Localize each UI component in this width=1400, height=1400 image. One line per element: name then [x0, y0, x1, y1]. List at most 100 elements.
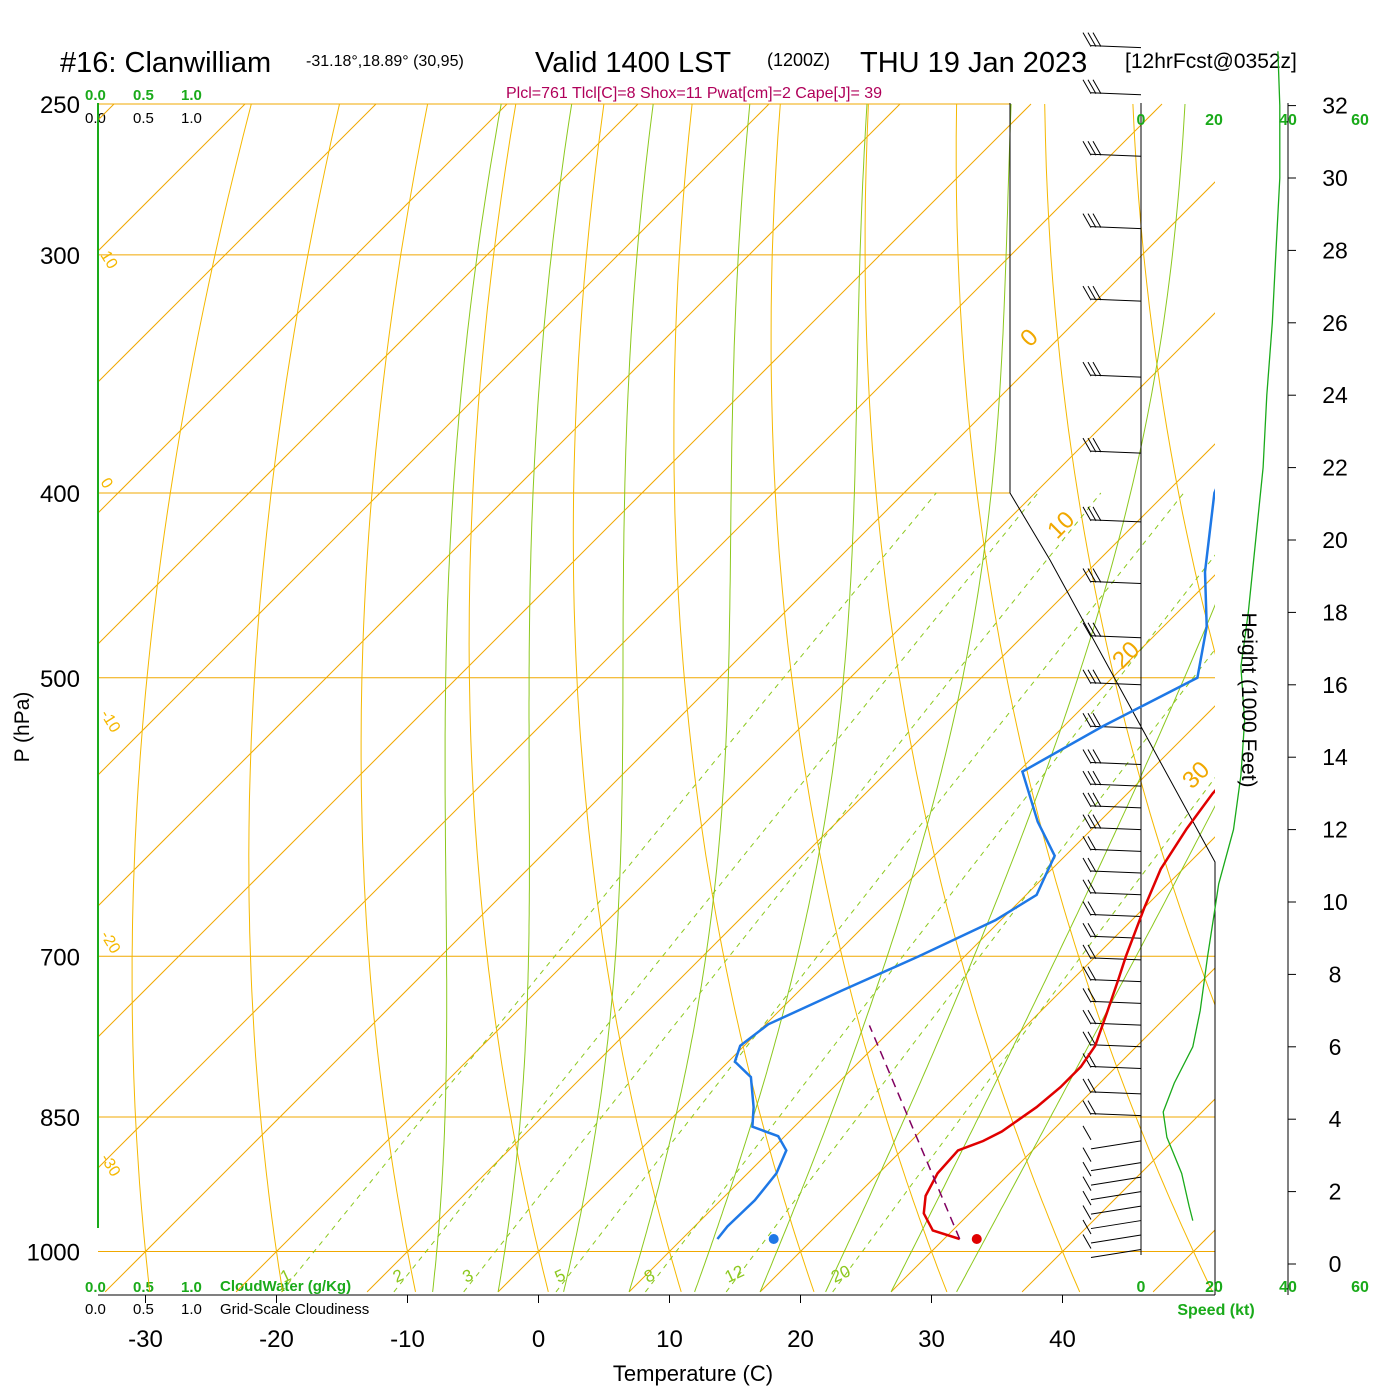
- mixing-ratio-label: 5: [552, 1265, 569, 1286]
- cloudwater-scale-bottom: 0.0 0.5 1.0 CloudWater (g/Kg): [85, 1278, 351, 1296]
- forecast-info: [12hrFcst@0352z]: [1125, 50, 1297, 73]
- cloudwater-tick: 0.0: [85, 87, 106, 104]
- height-tick-label: 30: [1322, 165, 1348, 191]
- wind-barb: [1090, 913, 1142, 917]
- dry-adiabat-line: [1132, 103, 1215, 655]
- station-coords: -31.18°,18.89° (30,95): [306, 53, 464, 70]
- speed-tick-label-top: 60: [1351, 112, 1369, 129]
- wind-barb-flag: [1092, 770, 1102, 786]
- wind-barb-flag: [1082, 944, 1092, 960]
- height-tick-label: 14: [1322, 744, 1348, 770]
- wind-barb: [1090, 1044, 1142, 1048]
- wind-barb: [1090, 1091, 1142, 1095]
- x-tick-label: -10: [390, 1326, 425, 1353]
- wind-barb-flag: [1082, 1234, 1092, 1249]
- wind-barb: [1090, 580, 1142, 584]
- dry-adiabat-line: [673, 103, 815, 1293]
- wind-barb-flag: [1082, 1053, 1092, 1068]
- wind-barb-flag: [1092, 814, 1102, 829]
- wind-barb-flag: [1092, 568, 1102, 583]
- x-tick-label: -30: [128, 1326, 163, 1353]
- moist-adiabat-line: [628, 103, 751, 1293]
- speed-tick-label-top: 0: [1137, 112, 1146, 129]
- wind-barb-flag: [1092, 213, 1102, 228]
- cloudwater-tick: 0.0: [85, 1279, 106, 1296]
- wind-barb-flag: [1082, 1190, 1092, 1206]
- wind-barb-flag: [1087, 814, 1097, 829]
- wind-barb: [1090, 957, 1142, 961]
- wind-barb-flag: [1082, 814, 1092, 829]
- wind-barb: [1090, 1234, 1142, 1244]
- wind-barb-flag: [1087, 749, 1097, 764]
- wind-barb: [1090, 374, 1142, 378]
- isotherm-line: [1152, 1229, 1215, 1293]
- cloudiness-tick: 0.5: [133, 1301, 154, 1318]
- wind-barb-flag: [1087, 1100, 1097, 1115]
- cloudwater-tick: 1.0: [181, 87, 202, 104]
- moist-adiabat-line: [563, 103, 654, 1293]
- wind-barb-flag: [1087, 622, 1097, 637]
- moist-adiabat-line: [432, 103, 502, 1292]
- isotherm-line: [235, 312, 1215, 1293]
- y-axis-label: P (hPa): [11, 692, 34, 763]
- isotherm-label: 30: [1177, 756, 1215, 794]
- wind-barb-flag: [1082, 1078, 1092, 1094]
- speed-tick-label-bottom: 60: [1351, 1279, 1369, 1296]
- wind-barb-flag: [1082, 568, 1092, 583]
- wind-barb-flag: [1092, 506, 1102, 522]
- cloudwater-scale-top: 0.0 0.5 1.0: [85, 87, 202, 104]
- wind-barb: [1090, 1022, 1142, 1026]
- wind-barb: [1090, 1220, 1142, 1230]
- cloudwater-label: CloudWater (g/Kg): [220, 1278, 351, 1295]
- x-tick-label: 0: [532, 1326, 545, 1353]
- wind-barb: [1090, 761, 1142, 765]
- cloudiness-scale-top: 0.0 0.5 1.0: [85, 110, 202, 127]
- pressure-tick-label: 700: [40, 944, 80, 971]
- dry-adiabat-line: [360, 103, 429, 1292]
- dry-adiabat-line: [864, 103, 1081, 1293]
- wind-barb-flag: [1092, 32, 1102, 47]
- wind-barb-flag: [1082, 622, 1092, 637]
- wind-barb-flag: [1082, 1100, 1092, 1115]
- wind-barb: [1090, 1113, 1142, 1117]
- wind-barb-flag: [1082, 836, 1092, 851]
- background-lines: [98, 103, 1215, 1293]
- x-axis-label: Temperature (C): [613, 1361, 773, 1386]
- pressure-axis: 250 300 400 500 700 850 1000: [27, 92, 80, 1267]
- wind-barb-flag: [1087, 836, 1097, 851]
- wind-barb-flag: [1092, 285, 1102, 301]
- mixing-ratio-line: [393, 492, 1039, 1293]
- height-tick-label: 2: [1329, 1179, 1342, 1205]
- wind-barb: [1090, 870, 1142, 874]
- wind-barb-flag: [1082, 1125, 1092, 1141]
- isotherm-line: [98, 103, 377, 383]
- wind-barb: [1090, 153, 1142, 157]
- sounding-parameters: Plcl=761 Tlcl[C]=8 Shox=11 Pwat[cm]=2 Ca…: [506, 85, 882, 102]
- wind-barb-flag: [1087, 568, 1097, 583]
- forecast-date: THU 19 Jan 2023: [860, 47, 1087, 79]
- speed-tick-label-top: 20: [1205, 112, 1223, 129]
- wind-barb: [1090, 1191, 1142, 1201]
- wind-barb-flag: [1082, 988, 1092, 1003]
- mixing-ratio-label: 8: [641, 1265, 658, 1286]
- isotherm-line: [1021, 1098, 1215, 1293]
- wind-barb-flag: [1082, 669, 1092, 685]
- wind-barb: [1090, 1176, 1142, 1186]
- wind-barb-flag: [1082, 901, 1092, 916]
- mixing-ratio-line: [555, 492, 1185, 1293]
- dry-adiabat-line: [248, 103, 340, 1292]
- wind-barb-flag: [1082, 770, 1092, 786]
- wind-barb-flag: [1092, 749, 1102, 764]
- wind-barb-flag: [1087, 770, 1097, 786]
- isotherm-line: [98, 103, 1163, 1169]
- wind-barb-flag: [1082, 1219, 1092, 1235]
- wind-barb-flag: [1087, 792, 1097, 808]
- pressure-tick-label: 1000: [27, 1240, 80, 1267]
- wind-barb-flag: [1092, 437, 1102, 453]
- wind-barb-flag: [1092, 622, 1102, 637]
- wind-panel-border: [1009, 103, 1216, 1295]
- x-tick-label: 20: [787, 1326, 814, 1353]
- wind-barb-flag: [1087, 32, 1097, 47]
- wind-barb-flag: [1087, 285, 1097, 301]
